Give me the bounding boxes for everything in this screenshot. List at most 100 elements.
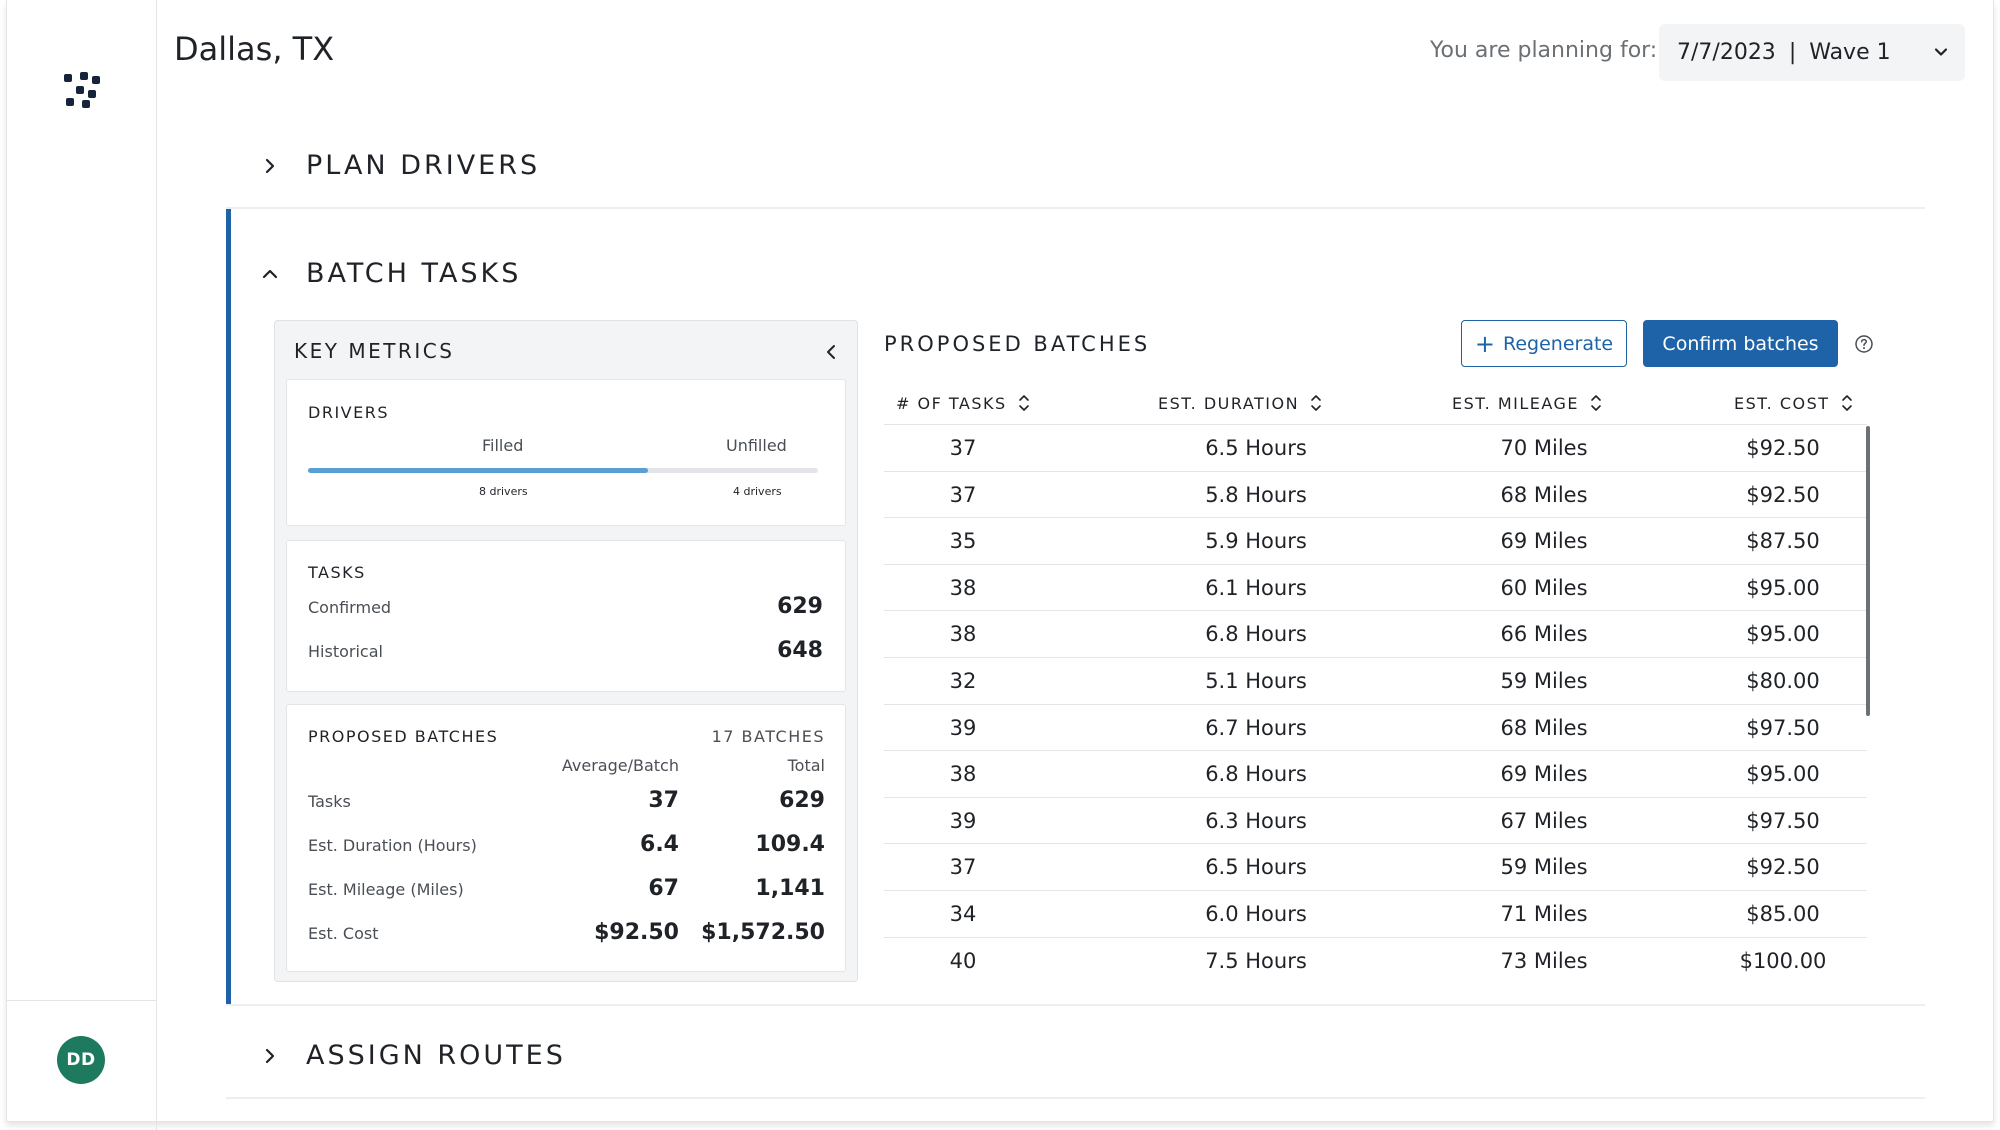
proposed-batches-card: PROPOSED BATCHES 17 BATCHES Average/Batc… <box>286 704 846 972</box>
drivers-card: DRIVERS Filled Unfilled 8 drivers 4 driv… <box>286 379 846 526</box>
column-label: # OF TASKS <box>896 393 1007 413</box>
sort-icon <box>1841 395 1852 411</box>
cell-tasks: 38 <box>949 575 977 600</box>
cell-duration: 6.5 Hours <box>1205 436 1307 460</box>
cell-duration: 5.9 Hours <box>1205 529 1307 554</box>
table-row[interactable]: 38 6.1 Hours 60 Miles $95.00 <box>884 565 1867 612</box>
planning-date-wave-select[interactable]: 7/7/2023 | Wave 1 <box>1659 24 1965 81</box>
cell-tasks: 40 <box>949 948 977 973</box>
metric-label: Est. Duration (Hours) <box>308 836 477 855</box>
table-row[interactable]: 37 5.8 Hours 68 Miles $92.50 <box>884 472 1867 519</box>
cell-cost: $95.00 <box>1746 762 1820 787</box>
sort-icon <box>1591 395 1601 411</box>
table-row[interactable]: 37 6.5 Hours 70 Miles $92.50 <box>884 425 1867 472</box>
cell-duration: 6.8 Hours <box>1205 622 1307 647</box>
table-row[interactable]: 34 6.0 Hours 71 Miles $85.00 <box>884 891 1867 938</box>
metric-total: 109.4 <box>755 832 825 857</box>
planning-wave: Wave 1 <box>1809 40 1891 65</box>
cell-duration: 6.5 Hours <box>1205 855 1307 880</box>
cell-tasks: 39 <box>949 715 977 740</box>
confirmed-value: 629 <box>777 594 823 619</box>
table-row[interactable]: 39 6.7 Hours 68 Miles $97.50 <box>884 705 1867 752</box>
historical-label: Historical <box>308 642 383 661</box>
section-plan-drivers[interactable]: PLAN DRIVERS <box>258 150 540 181</box>
section-title: ASSIGN ROUTES <box>306 1040 566 1071</box>
cell-tasks: 38 <box>949 622 977 647</box>
proposed-title: PROPOSED BATCHES <box>308 727 499 746</box>
cell-duration: 5.1 Hours <box>1205 668 1307 693</box>
col-total: Total <box>787 756 825 775</box>
sort-header-cost[interactable]: EST. COST <box>1734 393 1854 413</box>
col-average: Average/Batch <box>561 756 679 775</box>
section-assign-routes[interactable]: ASSIGN ROUTES <box>258 1040 566 1071</box>
planning-label: You are planning for: <box>1430 38 1658 63</box>
table-scrollbar[interactable] <box>1866 426 1870 716</box>
left-rail: DD <box>6 0 157 1130</box>
cell-cost: $95.00 <box>1746 622 1820 647</box>
table-row[interactable]: 40 7.5 Hours 73 Miles $100.00 <box>884 938 1867 985</box>
metric-average: 37 <box>648 788 679 813</box>
column-label: EST. DURATION <box>1158 393 1300 413</box>
metric-label: Est. Cost <box>308 924 379 943</box>
cell-mileage: 68 Miles <box>1500 482 1588 507</box>
cell-cost: $85.00 <box>1746 901 1820 926</box>
sort-header-duration[interactable]: EST. DURATION <box>1158 393 1323 413</box>
section-divider <box>226 207 1925 209</box>
regenerate-label: Regenerate <box>1502 332 1614 355</box>
table-row[interactable]: 39 6.3 Hours 67 Miles $97.50 <box>884 798 1867 845</box>
table-row[interactable]: 38 6.8 Hours 66 Miles $95.00 <box>884 611 1867 658</box>
cell-cost: $97.50 <box>1746 715 1820 740</box>
chevron-right-icon <box>265 1048 275 1063</box>
drivers-progress-bar <box>308 468 818 473</box>
table-row[interactable]: 38 6.8 Hours 69 Miles $95.00 <box>884 751 1867 798</box>
cell-tasks: 37 <box>949 482 977 507</box>
tasks-card: TASKS Confirmed 629 Historical 648 <box>286 540 846 692</box>
app-logo-icon[interactable] <box>58 66 104 112</box>
sort-header-mileage[interactable]: EST. MILEAGE <box>1452 393 1603 413</box>
table-row[interactable]: 32 5.1 Hours 59 Miles $80.00 <box>884 658 1867 705</box>
cell-duration: 5.8 Hours <box>1205 482 1307 507</box>
sort-icon <box>1311 395 1321 411</box>
cell-mileage: 59 Miles <box>1500 668 1588 693</box>
cell-mileage: 60 Miles <box>1500 575 1588 600</box>
cell-tasks: 39 <box>949 808 977 833</box>
cell-mileage: 69 Miles <box>1500 762 1588 787</box>
metric-label: Tasks <box>308 792 351 811</box>
confirm-label: Confirm batches <box>1662 332 1819 355</box>
cell-duration: 6.3 Hours <box>1205 808 1307 833</box>
sort-header-tasks[interactable]: # OF TASKS <box>896 393 1031 413</box>
user-avatar[interactable]: DD <box>57 1036 105 1084</box>
cell-mileage: 71 Miles <box>1500 901 1588 926</box>
plus-icon: + <box>1474 329 1495 358</box>
table-row[interactable]: 35 5.9 Hours 69 Miles $87.50 <box>884 518 1867 565</box>
table-row[interactable]: 37 6.5 Hours 59 Miles $92.50 <box>884 844 1867 891</box>
key-metrics-panel: KEY METRICS DRIVERS Filled Unfilled 8 dr… <box>274 320 858 982</box>
cell-duration: 6.1 Hours <box>1205 575 1307 600</box>
cell-tasks: 37 <box>949 436 977 460</box>
metric-total: 629 <box>779 788 825 813</box>
cell-duration: 6.7 Hours <box>1205 715 1307 740</box>
cell-tasks: 35 <box>949 529 977 554</box>
rail-divider <box>6 1000 156 1001</box>
sort-icon <box>1018 395 1029 411</box>
cell-cost: $80.00 <box>1746 668 1820 693</box>
cell-mileage: 67 Miles <box>1500 808 1588 833</box>
chevron-left-icon[interactable] <box>820 341 842 363</box>
cell-duration: 6.8 Hours <box>1205 762 1307 787</box>
cell-tasks: 38 <box>949 762 977 787</box>
cell-mileage: 59 Miles <box>1500 855 1588 880</box>
metric-label: Est. Mileage (Miles) <box>308 880 464 899</box>
drivers-filled-fill <box>308 468 649 473</box>
cell-cost: $95.00 <box>1746 575 1820 600</box>
metric-average: $92.50 <box>594 920 679 945</box>
batches-table: # OF TASKS EST. DURATION EST. MILEAGE ES… <box>884 382 1867 984</box>
cell-mileage: 69 Miles <box>1500 529 1588 554</box>
confirm-batches-button[interactable]: Confirm batches <box>1643 320 1838 367</box>
planning-separator: | <box>1788 40 1797 65</box>
cell-mileage: 70 Miles <box>1500 436 1588 460</box>
tasks-title: TASKS <box>308 563 366 582</box>
cell-cost: $97.50 <box>1746 808 1820 833</box>
regenerate-button[interactable]: + Regenerate <box>1461 320 1627 367</box>
section-batch-tasks[interactable]: BATCH TASKS <box>258 258 521 289</box>
help-icon[interactable] <box>1854 334 1874 354</box>
